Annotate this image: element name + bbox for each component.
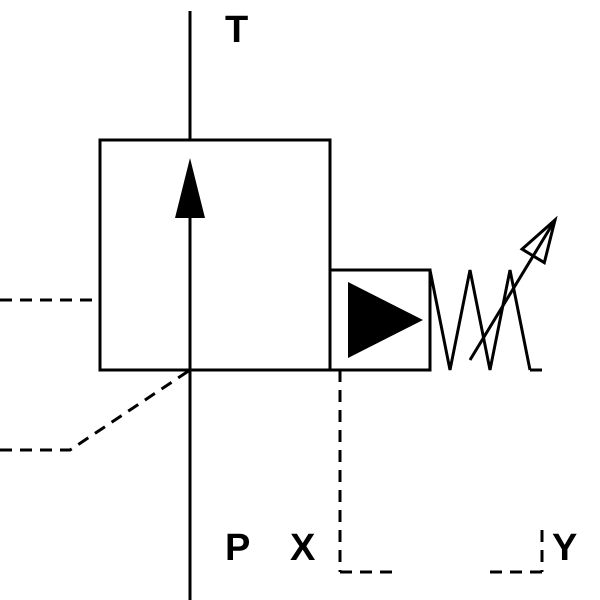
flow-arrow-secondary (348, 282, 423, 358)
adjustment-arrow (470, 220, 555, 360)
hydraulic-valve-symbol: T P X Y (0, 0, 600, 600)
port-label-T: T (225, 9, 248, 51)
main-valve-box (100, 140, 330, 370)
port-label-P: P (225, 527, 250, 569)
port-label-X: X (290, 527, 316, 569)
pilot-line-left-bottom (0, 370, 190, 450)
port-label-Y: Y (552, 527, 577, 569)
flow-arrow-main (175, 158, 205, 370)
